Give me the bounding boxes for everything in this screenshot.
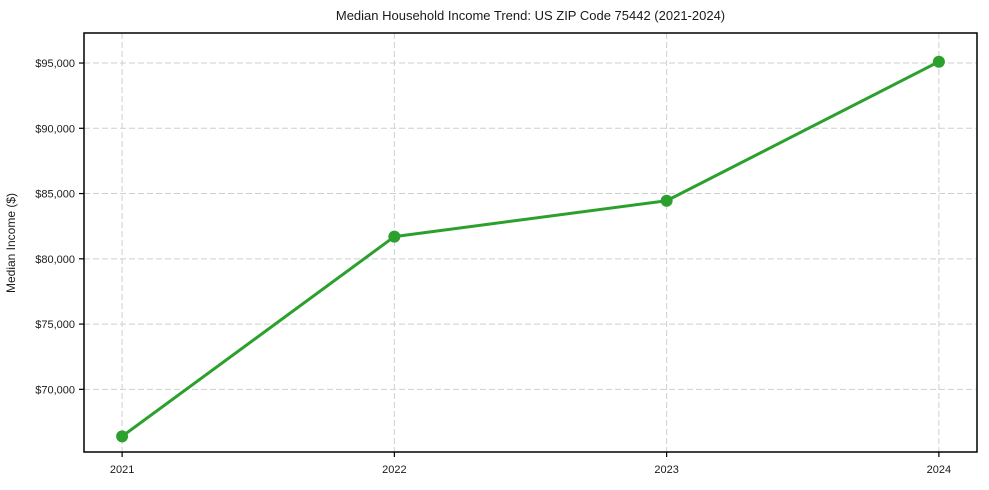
y-tick-label: $75,000	[35, 319, 75, 331]
data-point-marker	[388, 230, 401, 243]
data-point-marker	[932, 55, 945, 68]
y-tick-label: $80,000	[35, 254, 75, 266]
x-tick-label: 2024	[927, 464, 951, 476]
y-tick-label: $85,000	[35, 189, 75, 201]
x-tick-label: 2022	[382, 464, 406, 476]
x-tick-label: 2021	[110, 464, 134, 476]
data-point-marker	[660, 194, 673, 207]
data-point-marker	[116, 430, 129, 443]
y-tick-label: $90,000	[35, 123, 75, 135]
trend-line	[120, 60, 941, 438]
plot-frame	[83, 32, 978, 453]
y-tick-label: $95,000	[35, 58, 75, 70]
x-tick-label: 2023	[654, 464, 678, 476]
chart-title: Median Household Income Trend: US ZIP Co…	[335, 8, 726, 23]
y-tick-label: $70,000	[35, 384, 75, 396]
